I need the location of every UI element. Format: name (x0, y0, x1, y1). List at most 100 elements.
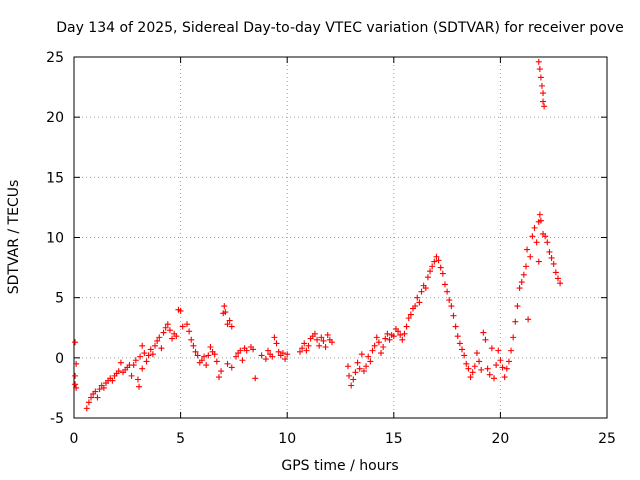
data-point (166, 327, 173, 334)
data-point (100, 384, 107, 391)
data-point (546, 248, 553, 255)
data-point (279, 350, 286, 357)
data-point (239, 357, 246, 364)
data-point (433, 253, 440, 260)
data-point (207, 344, 214, 351)
data-point (512, 318, 519, 325)
data-point (192, 348, 199, 355)
data-point (328, 339, 335, 346)
data-point (395, 328, 402, 335)
data-point (147, 346, 154, 353)
data-point (218, 368, 225, 375)
data-point (213, 358, 220, 365)
y-axis-label: SDTVAR / TECUs (6, 180, 22, 295)
data-point (537, 74, 544, 81)
data-point (380, 344, 387, 351)
data-point (452, 323, 459, 330)
data-point (316, 342, 323, 349)
data-point (439, 270, 446, 277)
data-point (414, 294, 421, 301)
data-series (72, 58, 564, 412)
data-point (397, 331, 404, 338)
grid (74, 57, 607, 418)
data-point (228, 323, 235, 330)
data-point (301, 340, 308, 347)
data-point (503, 365, 510, 372)
data-point (188, 336, 195, 343)
x-tick-label: 10 (278, 431, 296, 447)
data-point (527, 253, 534, 260)
data-point (203, 362, 210, 369)
data-point (160, 329, 167, 336)
data-point (463, 360, 470, 367)
data-point (88, 394, 95, 401)
data-point (137, 353, 144, 360)
data-point (162, 324, 169, 331)
data-point (390, 333, 397, 340)
data-point (149, 351, 156, 358)
y-tick-label: 25 (46, 50, 64, 66)
data-point (169, 335, 176, 342)
data-point (117, 359, 124, 366)
data-point (228, 364, 235, 371)
data-point (96, 386, 103, 393)
x-tick-label: 25 (598, 431, 616, 447)
data-point (265, 347, 272, 354)
y-tick-label: 5 (55, 291, 64, 307)
data-point (363, 363, 370, 370)
data-point (525, 316, 532, 323)
data-point (465, 365, 472, 372)
data-point (243, 347, 250, 354)
data-point (132, 357, 139, 364)
data-point (550, 260, 557, 267)
data-point (303, 347, 310, 354)
data-point (529, 233, 536, 240)
data-point (358, 351, 365, 358)
data-point (446, 297, 453, 304)
data-point (399, 336, 406, 343)
data-point (222, 309, 229, 316)
data-point (314, 336, 321, 343)
data-point (499, 364, 506, 371)
data-point (173, 333, 180, 340)
data-point (461, 352, 468, 359)
data-point (488, 345, 495, 352)
data-point (469, 369, 476, 376)
data-point (516, 285, 523, 292)
data-point (356, 365, 363, 372)
data-point (407, 311, 414, 318)
data-point (412, 303, 419, 310)
data-point (365, 353, 372, 360)
data-point (128, 372, 135, 379)
data-point (531, 224, 538, 231)
data-point (373, 334, 380, 341)
x-tick-label: 5 (176, 431, 185, 447)
data-point (344, 363, 351, 370)
data-point (73, 360, 80, 367)
data-point (139, 342, 146, 349)
data-point (524, 246, 531, 253)
data-point (505, 358, 512, 365)
data-point (311, 330, 318, 337)
data-point (158, 345, 165, 352)
data-point (205, 352, 212, 359)
data-point (221, 303, 228, 310)
data-point (541, 103, 548, 110)
data-point (473, 350, 480, 357)
data-point (514, 303, 521, 310)
data-point (154, 337, 161, 344)
data-point (194, 352, 201, 359)
data-point (520, 271, 527, 278)
data-point (85, 399, 92, 406)
y-tick-label: 15 (46, 170, 64, 186)
data-point (467, 374, 474, 381)
data-point (320, 337, 327, 344)
data-point (536, 211, 543, 218)
data-point (522, 263, 529, 270)
data-point (273, 340, 280, 347)
data-point (109, 377, 116, 384)
data-point (544, 239, 551, 246)
data-point (424, 274, 431, 281)
data-point (211, 351, 218, 358)
